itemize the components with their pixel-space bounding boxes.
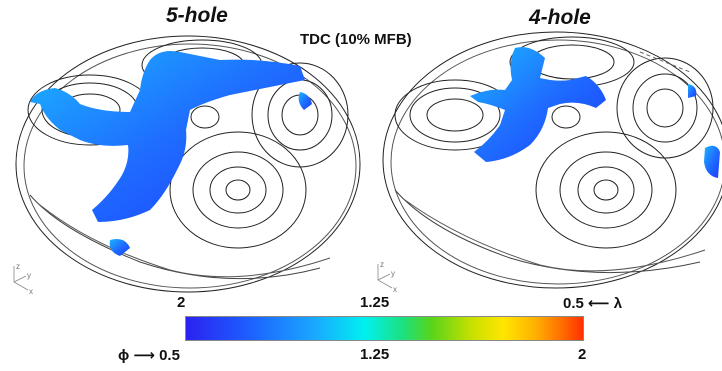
axis-z-label-right: z (380, 260, 384, 269)
valve-right (251, 62, 349, 168)
center-title: TDC (10% MFB) (300, 31, 412, 48)
colorbar (185, 316, 584, 341)
lambda-label-mid: 1.25 (360, 294, 390, 311)
chamber-4-hole (382, 31, 722, 289)
phi-label-max: 2 (578, 346, 587, 363)
axis-x-label-left: x (29, 287, 33, 296)
axis-triad-left (13, 266, 29, 291)
axis-triad-right (377, 264, 393, 289)
axis-x-label-right: x (393, 285, 397, 294)
lambda-label-min: 2 (177, 294, 186, 311)
axis-y-label-left: y (27, 271, 31, 280)
chamber-outline-outer (15, 35, 361, 293)
chamber-outline-inner (23, 43, 357, 289)
flame-plume-4-hole (470, 47, 720, 178)
lambda-label-max: 0.5 ⟵ λ (563, 295, 623, 312)
phi-label-mid: 1.25 (360, 346, 390, 363)
title-4-hole: 4-hole (529, 6, 591, 29)
chamber-outline-outer (382, 31, 722, 289)
title-5-hole: 5-hole (166, 4, 228, 27)
axis-y-label-right: y (391, 269, 395, 278)
spark-plug-hole (190, 105, 220, 129)
flame-plume-5-hole (30, 51, 312, 256)
valve-center (169, 131, 307, 249)
axis-z-label-left: z (16, 262, 20, 271)
phi-label-min: ϕ ⟶ 0.5 (118, 347, 180, 364)
